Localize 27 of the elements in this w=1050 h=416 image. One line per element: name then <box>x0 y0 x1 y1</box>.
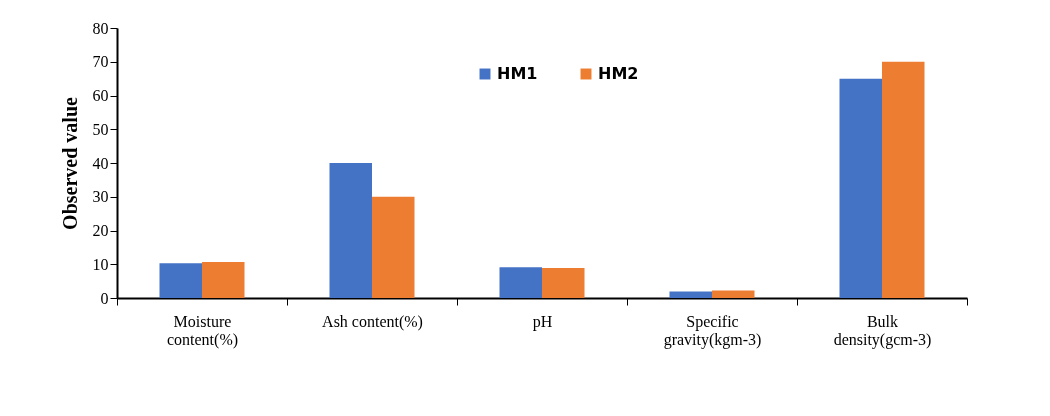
y-tick-label: 20 <box>92 222 109 239</box>
bar <box>372 196 415 298</box>
bar <box>329 163 372 298</box>
bar <box>542 267 585 298</box>
y-tick-label: 10 <box>92 255 109 273</box>
y-tick-label: 50 <box>92 120 109 138</box>
legend-label: HM2 <box>598 64 639 83</box>
bar <box>202 261 245 298</box>
bar <box>669 291 712 298</box>
bar <box>159 263 202 298</box>
bar <box>499 267 542 298</box>
y-tick-label: 70 <box>92 53 109 71</box>
x-tick-label: Ash content(%) <box>322 312 423 331</box>
x-tick-label: Moisture content(%) <box>166 312 239 349</box>
bar <box>839 78 882 298</box>
legend-label: HM1 <box>497 64 538 83</box>
y-tick-label: 0 <box>100 289 109 307</box>
y-tick-label: 80 <box>92 19 109 37</box>
bar <box>882 61 925 298</box>
bar <box>712 290 755 298</box>
y-tick-label: 60 <box>92 87 109 104</box>
y-tick-label: 40 <box>92 154 109 172</box>
x-tick-label: pH <box>532 312 553 331</box>
y-axis-title: Observed value <box>58 96 81 230</box>
x-tick-label: Specific gravity(kgm-3) <box>663 312 762 349</box>
y-tick-label: 30 <box>92 188 109 206</box>
x-tick-label: Bulk density(gcm-3) <box>833 312 932 349</box>
